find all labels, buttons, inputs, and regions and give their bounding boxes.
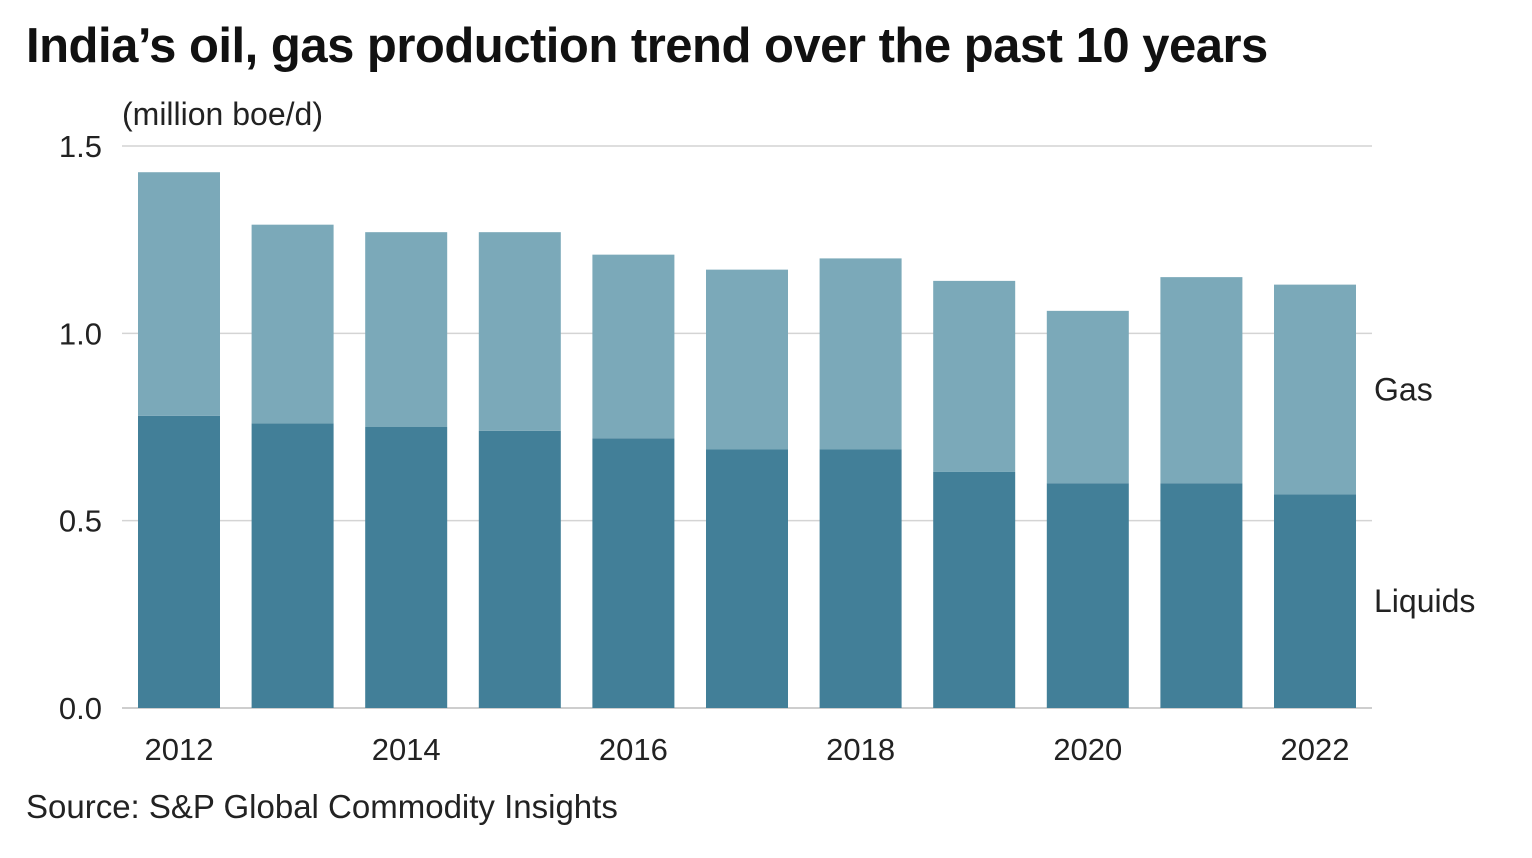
chart-title: India’s oil, gas production trend over t… [26, 19, 1268, 73]
x-tick-label: 2016 [599, 732, 668, 767]
y-tick-label: 1.0 [59, 316, 102, 351]
x-tick-label: 2018 [826, 732, 895, 767]
bar-gas-2020 [1046, 310, 1129, 484]
bar-liquids-2018 [819, 449, 902, 708]
x-tick-label: 2014 [372, 732, 441, 767]
bar-liquids-2020 [1046, 483, 1129, 708]
x-tick-label: 2020 [1053, 732, 1122, 767]
bar-gas-2022 [1274, 284, 1356, 495]
bar-liquids-2017 [706, 449, 788, 708]
x-tick-label: 2012 [145, 732, 214, 767]
x-tick-label: 2022 [1281, 732, 1350, 767]
bar-gas-2015 [478, 232, 561, 431]
y-tick-label: 0.0 [59, 691, 102, 726]
x-axis-ticks: 2012 2014 2016 2018 2020 2022 [145, 732, 1350, 767]
bar-gas-2012 [138, 172, 220, 416]
bar-liquids-2014 [365, 427, 448, 708]
bar-gas-2014 [365, 232, 448, 427]
bar-gas-2019 [933, 280, 1016, 472]
bar-liquids-2015 [478, 430, 561, 708]
bar-gas-2013 [251, 224, 334, 424]
bar-gas-2016 [592, 254, 675, 439]
series-label-liquids: Liquids [1374, 583, 1475, 619]
y-axis-ticks: 0.0 0.5 1.0 1.5 [59, 129, 102, 726]
bar-liquids-2016 [592, 438, 675, 708]
y-tick-label: 1.5 [59, 129, 102, 164]
bar-liquids-2013 [251, 423, 334, 708]
bar-liquids-2012 [138, 415, 220, 708]
bar-liquids-2021 [1160, 483, 1243, 708]
y-tick-label: 0.5 [59, 504, 102, 539]
source-note: Source: S&P Global Commodity Insights [26, 788, 618, 825]
bar-gas-2018 [819, 258, 902, 450]
bar-gas-2021 [1160, 277, 1243, 484]
bar-liquids-2019 [933, 471, 1016, 708]
bar-gas-2017 [706, 269, 788, 450]
y-axis-unit-label: (million boe/d) [122, 96, 323, 132]
series-label-gas: Gas [1374, 372, 1433, 408]
bar-liquids-2022 [1274, 494, 1356, 708]
series-labels: Liquids Gas [1374, 372, 1475, 620]
bars [138, 172, 1356, 708]
